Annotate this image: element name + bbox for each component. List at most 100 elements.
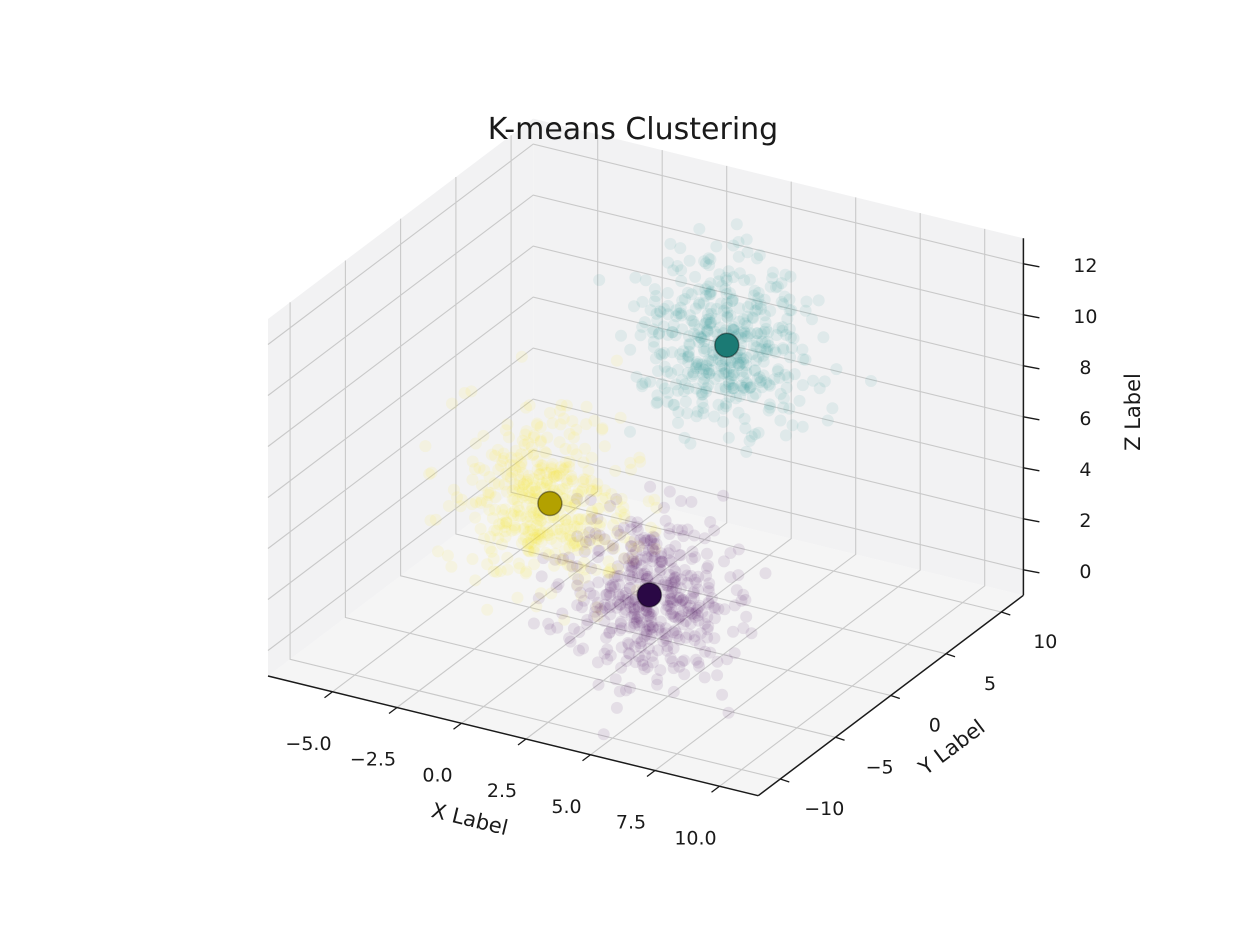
scatter-point — [538, 482, 551, 495]
scatter-point — [558, 522, 571, 535]
scatter-point — [714, 321, 727, 334]
scatter-point — [609, 673, 622, 686]
scatter-point — [771, 365, 784, 378]
scatter-point — [559, 513, 572, 526]
scatter-point — [511, 452, 524, 465]
z-grid-line — [267, 194, 1024, 396]
scatter-point — [615, 661, 628, 674]
scatter-point — [586, 483, 599, 496]
scatter-point — [661, 586, 674, 599]
scatter-point — [649, 352, 662, 365]
scatter-point — [666, 596, 679, 609]
scatter-point — [514, 474, 526, 487]
scatter-point — [490, 565, 503, 578]
scatter-point — [533, 509, 546, 522]
scatter-point — [458, 387, 471, 399]
scatter-point — [501, 563, 514, 576]
scatter-point — [608, 570, 621, 583]
scatter-point — [747, 339, 760, 352]
scatter-point — [658, 360, 671, 373]
scatter-point — [522, 537, 535, 550]
scatter-point — [624, 343, 637, 356]
scatter-point — [646, 541, 659, 554]
scatter-point — [626, 560, 639, 573]
scatter-point — [762, 326, 775, 339]
scatter-point — [731, 357, 744, 370]
scatter-point — [702, 581, 715, 594]
scatter-point — [719, 283, 732, 296]
scatter-point — [654, 347, 667, 360]
scatter-point — [542, 529, 555, 541]
scatter-point — [655, 348, 668, 361]
scatter-point — [696, 606, 709, 619]
scatter-point — [622, 636, 634, 649]
scatter-point — [543, 466, 556, 479]
scatter-point — [583, 534, 596, 547]
scatter-point — [675, 573, 688, 586]
scatter-point — [534, 421, 547, 434]
scatter-point — [683, 628, 696, 641]
scatter-point — [617, 590, 630, 602]
scatter-point — [520, 475, 533, 488]
scatter-point — [588, 414, 601, 427]
scatter-point — [598, 647, 611, 660]
scatter-point — [538, 445, 551, 458]
scatter-point — [648, 551, 661, 564]
scatter-point — [743, 273, 756, 286]
scatter-point — [700, 313, 713, 326]
scatter-point — [509, 444, 522, 457]
scatter-point — [548, 470, 561, 483]
scatter-point — [700, 382, 713, 395]
scatter-point — [563, 460, 576, 473]
scatter-point — [527, 447, 540, 460]
scatter-point — [618, 512, 631, 525]
scatter-point — [483, 542, 496, 555]
scatter-point — [753, 249, 766, 262]
scatter-point — [697, 363, 710, 376]
z-grid-line — [267, 245, 1024, 447]
y-tick-mark — [890, 694, 901, 700]
scatter-point — [693, 323, 706, 336]
scatter-point — [561, 558, 574, 571]
scatter-point — [692, 358, 705, 370]
scatter-point — [675, 309, 688, 322]
scatter-point — [750, 341, 763, 354]
scatter-point — [725, 372, 737, 385]
scatter-point — [585, 562, 598, 575]
scatter-point — [559, 461, 572, 474]
scatter-point — [531, 463, 544, 476]
scatter-point — [579, 473, 592, 486]
scatter-point — [560, 399, 573, 412]
scatter-point — [559, 482, 572, 495]
scatter-point — [577, 476, 590, 488]
scatter-point — [644, 633, 657, 646]
scatter-point — [697, 342, 710, 355]
scatter-point — [761, 345, 773, 358]
scatter-point — [602, 555, 615, 568]
scatter-point — [700, 289, 712, 302]
y-tick-mark — [835, 736, 845, 741]
scatter-point — [584, 513, 597, 526]
scatter-point — [738, 317, 751, 330]
scatter-point — [650, 538, 663, 551]
scatter-point — [508, 459, 520, 472]
scatter-point — [593, 274, 606, 286]
scatter-point — [641, 572, 653, 585]
scatter-point — [744, 380, 757, 393]
scatter-point — [667, 685, 680, 698]
scatter-point — [666, 607, 679, 620]
scatter-point — [655, 627, 668, 640]
scatter-point — [561, 518, 574, 531]
scatter-point — [705, 592, 718, 604]
scatter-point — [554, 404, 566, 417]
scatter-point — [682, 349, 695, 362]
scatter-point — [642, 495, 655, 508]
scatter-point — [550, 581, 563, 594]
scatter-point — [655, 555, 668, 568]
scatter-point — [724, 309, 737, 322]
scatter-point — [445, 560, 458, 573]
scatter-point — [612, 595, 625, 608]
scatter-point — [737, 313, 750, 326]
scatter-point — [704, 355, 716, 368]
scatter-point — [498, 520, 511, 533]
